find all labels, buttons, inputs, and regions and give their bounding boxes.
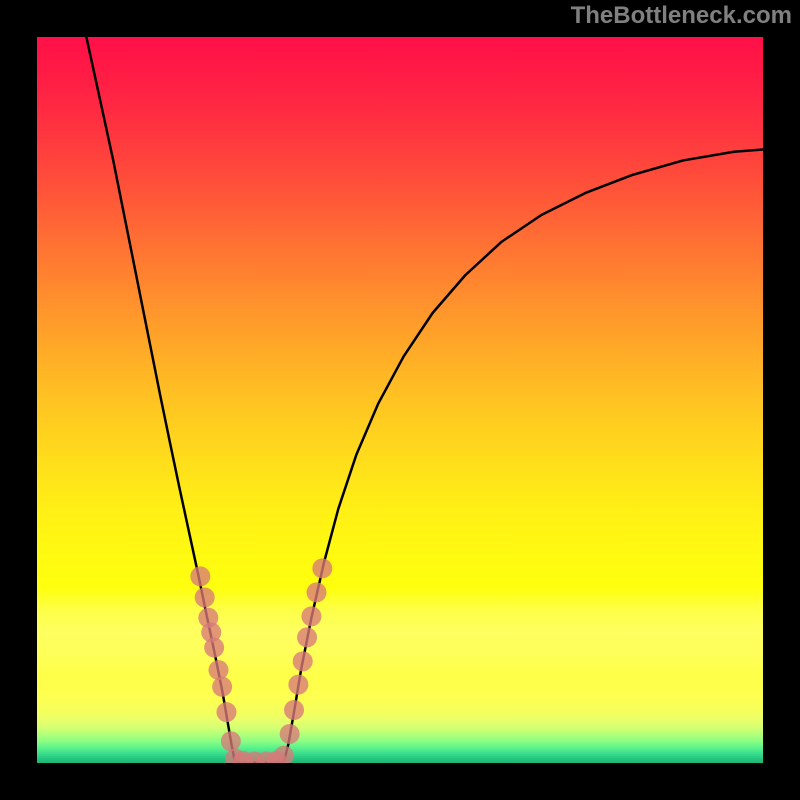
data-marker [312,558,332,578]
data-marker [284,700,304,720]
plot-area [37,37,763,763]
data-marker [288,675,308,695]
watermark-text: TheBottleneck.com [571,2,792,30]
data-marker [221,731,241,751]
data-marker [280,724,300,744]
bottleneck-curve [86,37,763,763]
data-marker [301,606,321,626]
data-marker [209,660,229,680]
curve-overlay [37,37,763,763]
data-marker [274,746,294,763]
data-marker [216,702,236,722]
data-marker [204,638,224,658]
data-marker [307,582,327,602]
data-marker [297,627,317,647]
data-marker [195,587,215,607]
data-marker [212,677,232,697]
data-marker [190,566,210,586]
data-marker [293,651,313,671]
